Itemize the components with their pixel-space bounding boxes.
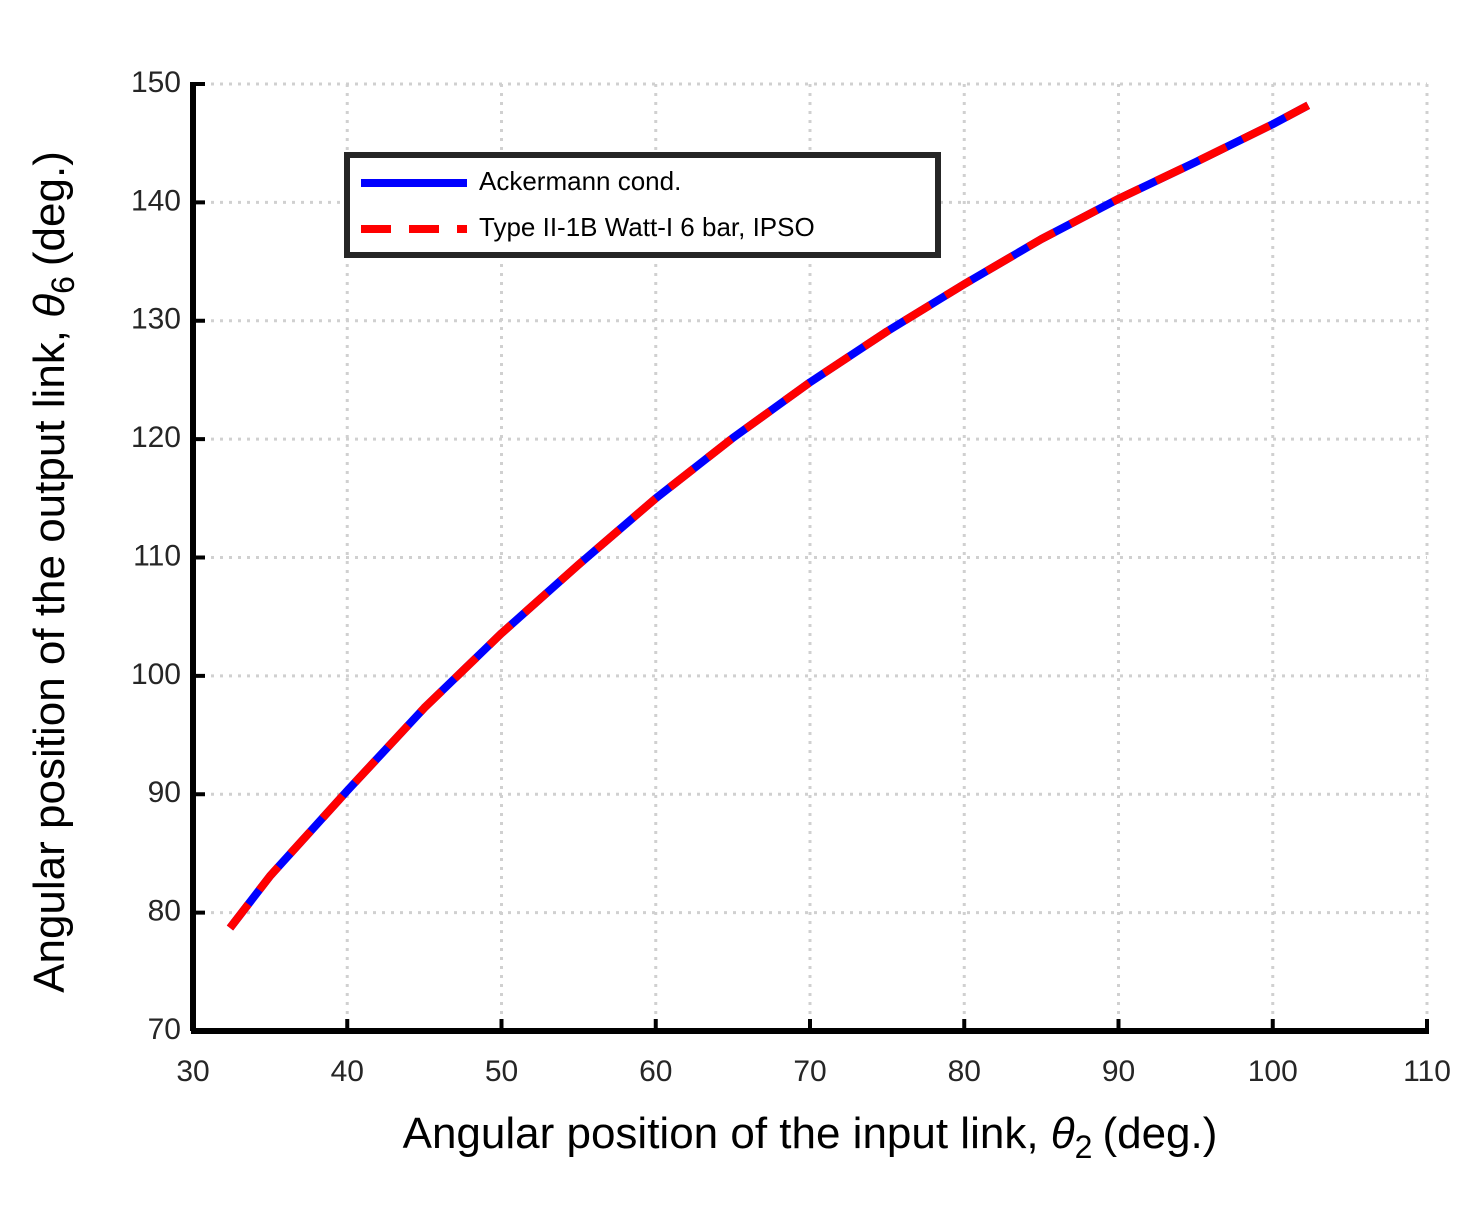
x-tick-label: 30 <box>176 1055 209 1088</box>
y-axis-label: Angular position of the output link, θ6 (… <box>25 151 82 993</box>
y-tick-label: 90 <box>148 776 181 809</box>
y-tick-label: 80 <box>148 895 181 928</box>
x-tick-label: 50 <box>485 1055 518 1088</box>
y-label-symbol: θ <box>25 294 74 318</box>
x-tick-label: 60 <box>639 1055 672 1088</box>
y-tick-label: 110 <box>133 539 181 572</box>
legend-box <box>344 152 941 258</box>
x-tick-label: 100 <box>1248 1055 1298 1088</box>
legend: Ackermann cond. Type II-1B Watt-I 6 bar, … <box>344 152 941 258</box>
x-label-symbol: θ <box>1051 1109 1075 1158</box>
x-label-unit: (deg.) <box>1102 1109 1217 1158</box>
y-tick-label: 130 <box>131 303 181 336</box>
x-tick-label: 70 <box>793 1055 826 1088</box>
y-tick-label: 140 <box>131 184 181 217</box>
legend-label: Ackermann cond. <box>479 166 681 196</box>
legend-label: Type II-1B Watt-I 6 bar, IPSO <box>479 212 815 242</box>
x-tick-label: 90 <box>1102 1055 1135 1088</box>
series-line <box>226 101 1311 931</box>
y-tick-label: 150 <box>131 66 181 99</box>
x-tick-label: 80 <box>948 1055 981 1088</box>
y-label-text: Angular position of the output link, <box>25 318 74 993</box>
y-label-subscript: 6 <box>45 276 81 294</box>
x-axis-label: Angular position of the input link, θ2 (d… <box>403 1109 1218 1166</box>
y-tick-label: 100 <box>131 658 181 691</box>
x-label-text: Angular position of the input link, <box>403 1109 1051 1158</box>
x-label-subscript: 2 <box>1075 1129 1093 1165</box>
y-tick-label: 70 <box>148 1013 181 1046</box>
x-tick-label: 40 <box>331 1055 364 1088</box>
y-label-unit: (deg.) <box>25 151 74 266</box>
x-tick-label: 110 <box>1403 1055 1451 1088</box>
y-tick-label: 120 <box>131 421 181 454</box>
